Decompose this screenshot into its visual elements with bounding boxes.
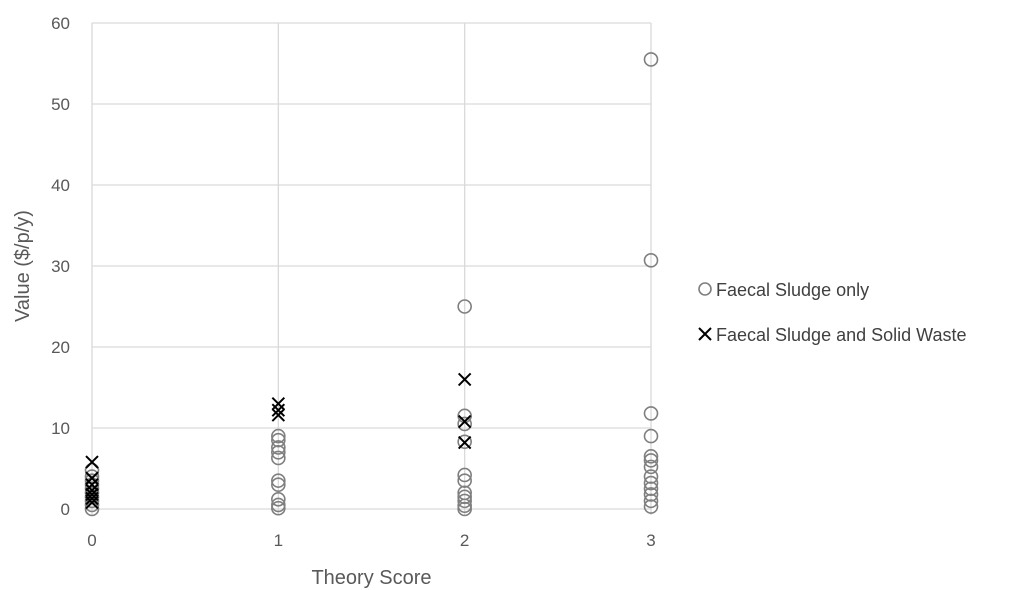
data-point-circle	[643, 52, 659, 67]
x-tick-label: 2	[460, 531, 469, 550]
data-point-circle	[457, 473, 472, 488]
y-axis-title: Value ($/p/y)	[12, 210, 34, 322]
data-point-x	[271, 408, 286, 422]
data-point-circle	[457, 467, 472, 483]
data-point-circle	[643, 499, 659, 514]
data-point-circle	[271, 428, 286, 444]
y-tick-label: 20	[51, 338, 70, 357]
legend: Faecal Sludge only Faecal Sludge and Sol…	[698, 280, 966, 345]
data-point-circle	[457, 434, 472, 450]
legend-item-faecal-sludge-only: Faecal Sludge only	[698, 280, 869, 300]
data-point-circle	[643, 459, 659, 475]
x-axis-title: Theory Score	[311, 567, 431, 589]
tick-labels: 0 10 20 30 40 50 60 0 1 2 3	[51, 14, 656, 550]
y-tick-label: 10	[51, 419, 70, 438]
data-point-x	[271, 396, 286, 411]
data-point-circle	[457, 493, 472, 509]
data-point-circle	[84, 469, 100, 484]
data-point-circle	[643, 406, 659, 421]
data-point-circle	[84, 462, 100, 478]
data-point-x	[85, 455, 99, 469]
legend-label: Faecal Sludge only	[716, 280, 869, 300]
data-point-circle	[457, 416, 472, 432]
data-point-circle	[271, 473, 286, 488]
data-point-x	[271, 403, 286, 417]
data-point-circle	[457, 299, 472, 314]
y-tick-label: 40	[51, 176, 70, 195]
data-point-circle	[643, 493, 659, 509]
x-tick-label: 0	[87, 531, 96, 550]
y-tick-label: 50	[51, 95, 70, 114]
legend-x-marker	[698, 327, 712, 341]
data-point-circle	[643, 481, 659, 497]
data-point-circle	[457, 489, 472, 505]
y-tick-label: 0	[61, 500, 70, 519]
data-point-circle	[271, 491, 286, 507]
x-tick-label: 1	[274, 531, 283, 550]
legend-label: Faecal Sludge and Solid Waste	[716, 325, 966, 345]
x-tick-label: 3	[646, 531, 655, 550]
series-crosses	[85, 372, 472, 510]
data-point-circle	[643, 428, 659, 444]
data-point-circle	[457, 485, 472, 501]
data-point-circle	[271, 450, 286, 466]
data-point-circle	[271, 440, 286, 455]
data-series	[84, 52, 659, 517]
data-point-x	[457, 372, 472, 387]
gridlines	[92, 22, 652, 509]
data-point-circle	[643, 453, 659, 468]
data-point-circle	[271, 497, 286, 513]
legend-circle-marker	[698, 282, 712, 296]
y-tick-label: 60	[51, 14, 70, 33]
data-point-x	[85, 487, 99, 502]
data-point-x	[85, 471, 99, 485]
data-point-circle	[643, 449, 659, 464]
data-point-x	[85, 477, 99, 492]
data-point-circle	[643, 487, 659, 502]
data-point-circle	[84, 473, 100, 488]
axes	[86, 23, 652, 515]
data-point-circle	[643, 253, 659, 268]
data-point-circle	[271, 444, 286, 460]
y-tick-label: 30	[51, 257, 70, 276]
data-point-circle	[643, 475, 659, 491]
data-point-x	[457, 435, 472, 450]
legend-item-faecal-sludge-and-solid-waste: Faecal Sludge and Solid Waste	[698, 325, 966, 345]
data-point-x	[457, 414, 472, 429]
data-point-circle	[271, 432, 286, 448]
data-point-circle	[271, 477, 286, 493]
series-circles	[84, 52, 659, 517]
data-point-x	[85, 483, 99, 498]
data-point-circle	[643, 469, 659, 484]
